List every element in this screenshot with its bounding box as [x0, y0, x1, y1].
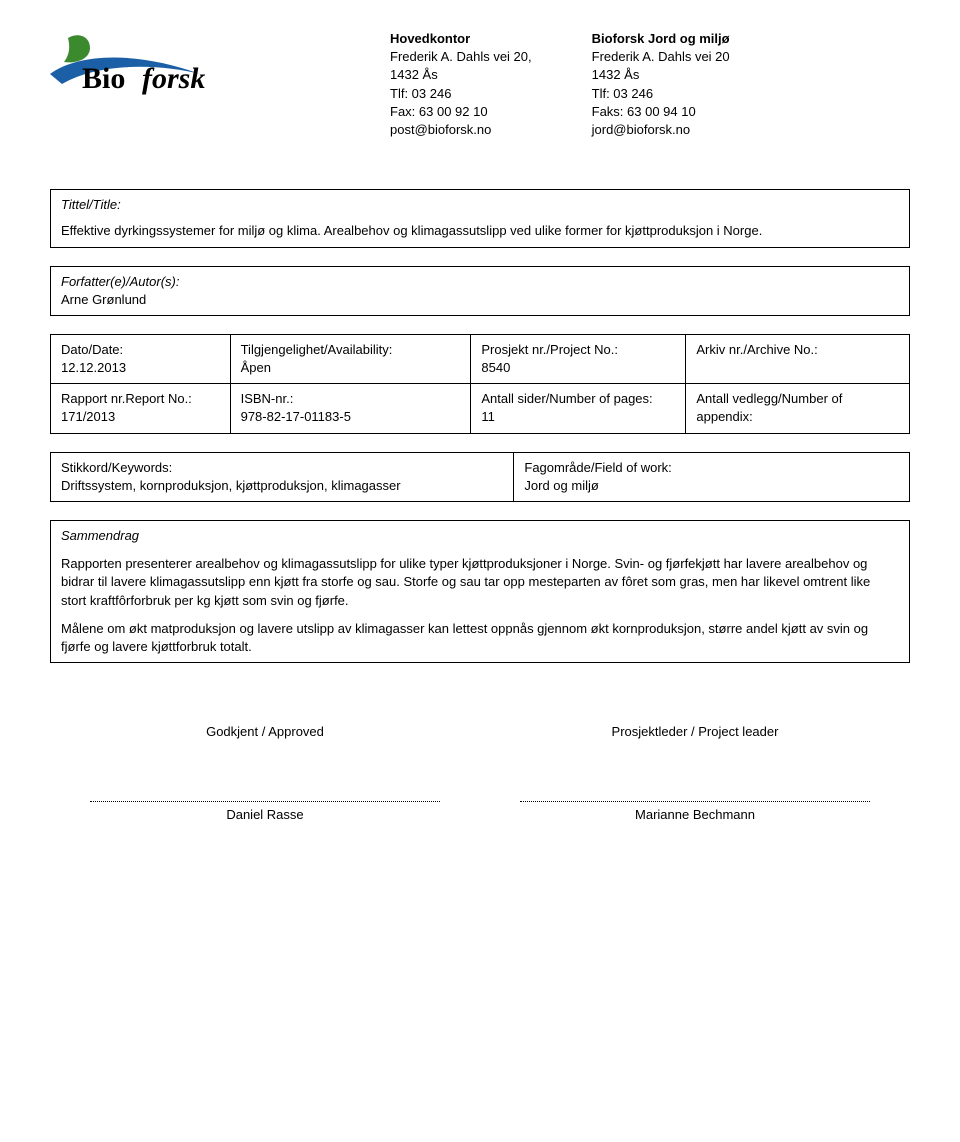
isbn-value: 978-82-17-01183-5 — [241, 408, 461, 426]
hq-title: Hovedkontor — [390, 30, 532, 48]
dept-fax: Faks: 63 00 94 10 — [592, 103, 730, 121]
keywords-box: Stikkord/Keywords: Driftssystem, kornpro… — [50, 452, 910, 502]
pages-cell: Antall sider/Number of pages: 11 — [471, 384, 686, 433]
leader-heading: Prosjektleder / Project leader — [480, 723, 910, 741]
leader-col: Prosjektleder / Project leader Marianne … — [480, 723, 910, 824]
bioforsk-logo-icon: Bio forsk — [50, 30, 278, 102]
dept-line2: 1432 Ås — [592, 66, 730, 84]
keywords-body: Driftssystem, kornproduksjon, kjøttprodu… — [61, 477, 503, 495]
project-value: 8540 — [481, 359, 675, 377]
field-label: Fagområde/Field of work: — [524, 459, 899, 477]
field-cell: Fagområde/Field of work: Jord og miljø — [514, 452, 910, 502]
date-cell: Dato/Date: 12.12.2013 — [50, 334, 231, 384]
date-value: 12.12.2013 — [61, 359, 220, 377]
date-label: Dato/Date: — [61, 341, 220, 359]
availability-value: Åpen — [241, 359, 461, 377]
hq-fax: Fax: 63 00 92 10 — [390, 103, 532, 121]
hq-tlf: Tlf: 03 246 — [390, 85, 532, 103]
availability-label: Tilgjengelighet/Availability: — [241, 341, 461, 359]
project-cell: Prosjekt nr./Project No.: 8540 — [471, 334, 686, 384]
author-label: Forfatter(e)/Autor(s): — [61, 274, 179, 289]
title-label: Tittel/Title: — [61, 197, 121, 212]
logo: Bio forsk — [50, 30, 290, 139]
title-body: Effektive dyrkingssystemer for miljø og … — [61, 222, 899, 240]
summary-box: Sammendrag Rapporten presenterer arealbe… — [50, 520, 910, 663]
keywords-label: Stikkord/Keywords: — [61, 459, 503, 477]
letterhead: Bio forsk Hovedkontor Frederik A. Dahls … — [50, 30, 910, 139]
svg-text:forsk: forsk — [142, 62, 205, 95]
hq-email: post@bioforsk.no — [390, 121, 532, 139]
keywords-cell: Stikkord/Keywords: Driftssystem, kornpro… — [50, 452, 514, 502]
approved-name: Daniel Rasse — [50, 806, 480, 824]
signature-line — [90, 801, 440, 802]
summary-label: Sammendrag — [61, 527, 899, 545]
summary-p1: Rapporten presenterer arealbehov og klim… — [61, 555, 899, 610]
author-box: Forfatter(e)/Autor(s): Arne Grønlund — [50, 266, 910, 316]
hq-address: Hovedkontor Frederik A. Dahls vei 20, 14… — [390, 30, 532, 139]
meta-grid: Dato/Date: 12.12.2013 Tilgjengelighet/Av… — [50, 334, 910, 434]
field-body: Jord og miljø — [524, 477, 899, 495]
dept-address: Bioforsk Jord og miljø Frederik A. Dahls… — [592, 30, 730, 139]
report-no-value: 171/2013 — [61, 408, 220, 426]
dept-email: jord@bioforsk.no — [592, 121, 730, 139]
archive-cell: Arkiv nr./Archive No.: — [686, 334, 910, 384]
report-no-label: Rapport nr.Report No.: — [61, 390, 220, 408]
dept-tlf: Tlf: 03 246 — [592, 85, 730, 103]
summary-p2: Målene om økt matproduksjon og lavere ut… — [61, 620, 899, 656]
isbn-label: ISBN-nr.: — [241, 390, 461, 408]
approved-heading: Godkjent / Approved — [50, 723, 480, 741]
appendix-label: Antall vedlegg/Number of appendix: — [696, 390, 899, 426]
signature-row: Godkjent / Approved Daniel Rasse Prosjek… — [50, 723, 910, 824]
appendix-cell: Antall vedlegg/Number of appendix: — [686, 384, 910, 433]
leader-name: Marianne Bechmann — [480, 806, 910, 824]
author-body: Arne Grønlund — [61, 291, 899, 309]
availability-cell: Tilgjengelighet/Availability: Åpen — [231, 334, 472, 384]
hq-line2: 1432 Ås — [390, 66, 532, 84]
hq-line1: Frederik A. Dahls vei 20, — [390, 48, 532, 66]
isbn-cell: ISBN-nr.: 978-82-17-01183-5 — [231, 384, 472, 433]
approved-col: Godkjent / Approved Daniel Rasse — [50, 723, 480, 824]
pages-label: Antall sider/Number of pages: — [481, 390, 675, 408]
project-label: Prosjekt nr./Project No.: — [481, 341, 675, 359]
dept-line1: Frederik A. Dahls vei 20 — [592, 48, 730, 66]
signature-line — [520, 801, 870, 802]
pages-value: 11 — [481, 408, 675, 426]
title-box: Tittel/Title: Effektive dyrkingssystemer… — [50, 189, 910, 247]
report-no-cell: Rapport nr.Report No.: 171/2013 — [50, 384, 231, 433]
archive-label: Arkiv nr./Archive No.: — [696, 341, 899, 359]
svg-text:Bio: Bio — [82, 62, 125, 95]
dept-title: Bioforsk Jord og miljø — [592, 30, 730, 48]
